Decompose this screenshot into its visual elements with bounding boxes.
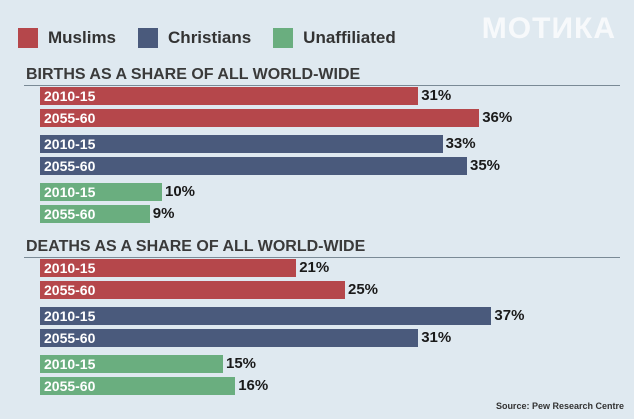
bar-category-label: 2055-60 [44, 206, 96, 222]
bar-category-label: 2055-60 [44, 282, 96, 298]
legend-label: Christians [168, 28, 252, 47]
deaths-axis-line [24, 257, 620, 258]
bar-value-label: 31% [421, 87, 452, 104]
bar-value-label: 21% [299, 259, 330, 276]
births-section-title: BIRTHS AS A SHARE OF ALL WORLD-WIDE [26, 66, 361, 83]
bar-value-label: 15% [226, 355, 257, 372]
legend-item-unaffiliated: Unaffiliated [273, 28, 396, 48]
bar-muslims-2055-60: 2055-60 [40, 281, 345, 299]
bar-category-label: 2055-60 [44, 378, 96, 394]
legend-swatch-muslims [18, 28, 38, 48]
bar-category-label: 2010-15 [44, 184, 96, 200]
deaths-section-title: DEATHS AS A SHARE OF ALL WORLD-WIDE [26, 238, 366, 255]
watermark: МОТИКА [481, 12, 616, 45]
bar-value-label: 16% [238, 377, 269, 394]
bar-value-label: 36% [482, 109, 513, 126]
bar-christians-2055-60: 2055-60 [40, 157, 467, 175]
bar-muslims-2010-15: 2010-15 [40, 259, 297, 277]
bar-category-label: 2010-15 [44, 356, 96, 372]
bar-value-label: 37% [494, 307, 525, 324]
legend-swatch-unaffiliated [273, 28, 294, 48]
legend-item-christians: Christians [138, 28, 251, 48]
births-axis-line [24, 85, 620, 86]
bar-value-label: 25% [348, 281, 379, 298]
bar-category-label: 2055-60 [44, 110, 96, 126]
bar-category-label: 2010-15 [44, 88, 96, 104]
legend-label: Muslims [48, 28, 117, 47]
bar-category-label: 2055-60 [44, 158, 96, 174]
bar-category-label: 2010-15 [44, 308, 96, 324]
bar-value-label: 9% [152, 205, 175, 222]
legend-label: Unaffiliated [303, 28, 396, 47]
legend: Muslims Christians Unaffiliated [18, 24, 418, 52]
bar-category-label: 2055-60 [44, 330, 96, 346]
bar-muslims-2010-15: 2010-15 [40, 87, 419, 105]
bar-christians-2010-15: 2010-15 [40, 135, 443, 153]
bar-value-label: 33% [445, 135, 476, 152]
legend-item-muslims: Muslims [18, 28, 116, 48]
source-credit: Source: Pew Research Centre [495, 401, 624, 411]
bar-value-label: 35% [470, 157, 501, 174]
bar-christians-2055-60: 2055-60 [40, 329, 419, 347]
bar-value-label: 10% [165, 183, 196, 200]
bar-unaffiliated-2055-60: 2055-60 [40, 205, 150, 223]
bar-value-label: 31% [421, 329, 452, 346]
legend-swatch-christians [138, 28, 159, 48]
bar-category-label: 2010-15 [44, 136, 96, 152]
bar-christians-2010-15: 2010-15 [40, 307, 492, 325]
bar-unaffiliated-2010-15: 2010-15 [40, 355, 223, 373]
bar-category-label: 2010-15 [44, 260, 96, 276]
bar-unaffiliated-2010-15: 2010-15 [40, 183, 162, 201]
bar-muslims-2055-60: 2055-60 [40, 109, 480, 127]
bar-unaffiliated-2055-60: 2055-60 [40, 377, 236, 395]
